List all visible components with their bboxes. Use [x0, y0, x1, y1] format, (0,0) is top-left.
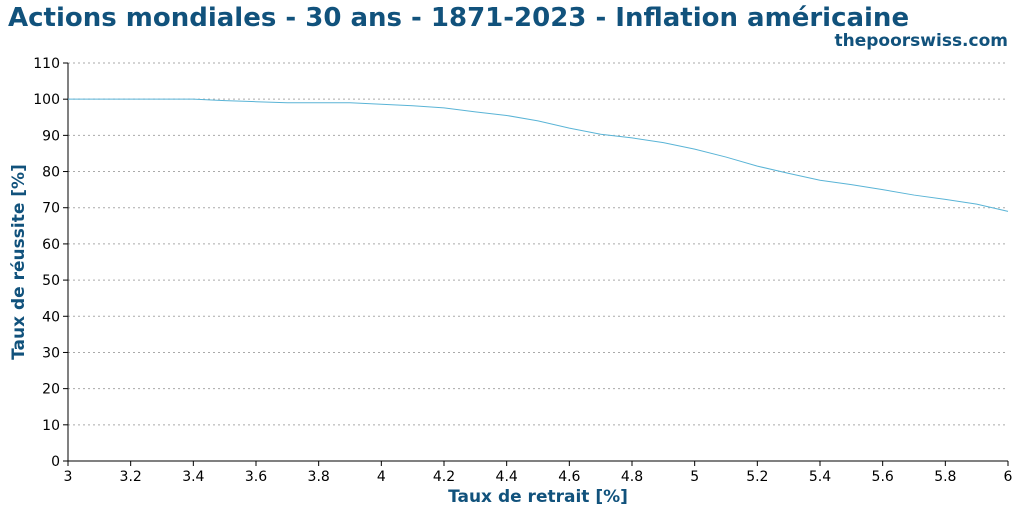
y-tick-label: 10: [42, 418, 60, 434]
y-tick-label: 90: [42, 128, 60, 144]
x-tick-label: 6: [1004, 469, 1013, 485]
x-tick-label: 3: [64, 469, 73, 485]
x-tick-label: 4: [377, 469, 386, 485]
chart-subtitle: thepoorswiss.com: [835, 31, 1009, 51]
x-tick-label: 5.8: [934, 469, 956, 485]
x-tick-label: 4.6: [558, 469, 580, 485]
x-tick-label: 3.8: [308, 469, 330, 485]
y-tick-label: 40: [42, 309, 60, 325]
data-line: [68, 98, 1009, 212]
y-tick-label: 50: [42, 273, 60, 289]
y-tick-label: 100: [33, 92, 60, 108]
y-tick-label: 70: [42, 201, 60, 217]
y-axis-label: Taux de réussite [%]: [9, 164, 29, 360]
chart-title: Actions mondiales - 30 ans - 1871-2023 -…: [8, 3, 909, 33]
y-tick-label: 20: [42, 382, 60, 398]
x-tick-label: 3.4: [182, 469, 204, 485]
x-tick-label: 4.4: [496, 469, 518, 485]
x-axis-label: Taux de retrait [%]: [448, 487, 628, 507]
y-tick-label: 30: [42, 345, 60, 361]
y-tick-label: 80: [42, 165, 60, 181]
x-tick-label: 5.2: [746, 469, 768, 485]
x-tick-label: 5.6: [872, 469, 894, 485]
x-tick-label: 4.8: [621, 469, 643, 485]
x-tick-label: 5.4: [809, 469, 831, 485]
x-tick-label: 3.6: [245, 469, 267, 485]
y-tick-label: 0: [51, 454, 60, 470]
y-tick-label: 110: [33, 56, 60, 72]
x-tick-label: 3.2: [120, 469, 142, 485]
x-tick-label: 4.2: [433, 469, 455, 485]
y-tick-label: 60: [42, 237, 60, 253]
x-tick-label: 5: [690, 469, 699, 485]
